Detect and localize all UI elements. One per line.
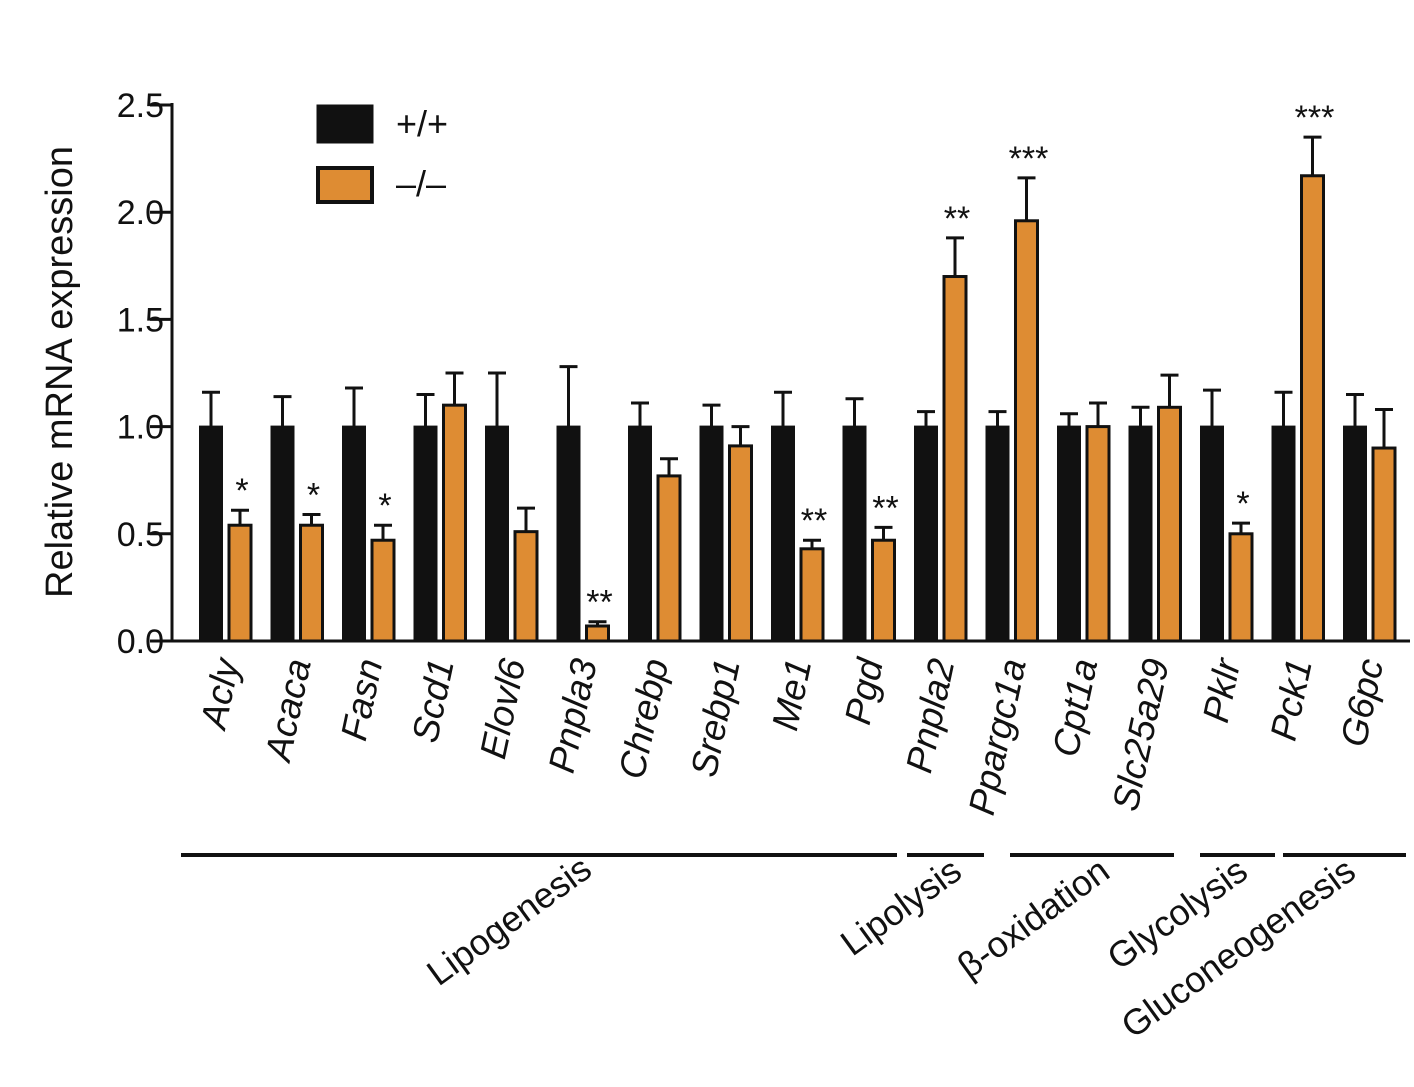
y-tick-label: 2.5 — [117, 87, 164, 125]
x-tick-label-cpt1a: Cpt1a — [1045, 655, 1106, 760]
bar-wildtype — [985, 425, 1010, 642]
bar-wildtype — [699, 425, 724, 642]
bar-knockout — [1085, 425, 1111, 643]
bar-knockout — [1371, 446, 1397, 643]
bar-wildtype — [199, 425, 223, 642]
bar-group-ppargc1a: *** — [985, 140, 1049, 643]
legend-label-knockout: –/– — [396, 163, 446, 204]
bar-knockout — [728, 444, 753, 643]
bar-knockout — [370, 538, 396, 643]
y-axis-title: Relative mRNA expression — [39, 146, 81, 598]
y-tick-label: 1.0 — [117, 409, 164, 447]
bar-wildtype — [1343, 425, 1367, 642]
bar-knockout — [513, 530, 539, 643]
bar-group-srebp1 — [699, 403, 753, 643]
bar-wildtype — [342, 425, 366, 642]
bar-wildtype — [628, 425, 652, 642]
bar-knockout — [299, 523, 324, 643]
significance-label: *** — [1009, 140, 1049, 178]
bar-wildtype — [914, 425, 938, 642]
bar-knockout — [656, 474, 682, 643]
bar-group-acaca: * — [270, 395, 324, 643]
significance-label: ** — [872, 489, 898, 527]
bar-group-pck1: *** — [1271, 99, 1335, 643]
bar-group-g6pc — [1343, 392, 1397, 643]
x-tick-label-me1: Me1 — [764, 655, 819, 734]
bar-wildtype — [1057, 425, 1081, 642]
bar-group-fasn: * — [342, 386, 396, 643]
bar-wildtype — [485, 425, 509, 642]
bar-knockout — [1157, 405, 1182, 643]
y-tick-label: 1.5 — [117, 301, 164, 339]
x-tick-label-srebp1: Srebp1 — [683, 655, 748, 780]
y-tick-label: 0.5 — [117, 516, 164, 554]
group-brackets: Lipogenesis Lipolysisβ-oxidationGlycolysi… — [181, 847, 1406, 1046]
significance-label: ** — [944, 200, 970, 238]
bar-group-cpt1a — [1057, 401, 1111, 643]
group-label-2: β-oxidation — [950, 849, 1117, 986]
bar-wildtype — [413, 425, 438, 642]
bar-group-pklr: * — [1200, 388, 1254, 643]
x-tick-label-ppargc1a: Ppargc1a — [961, 655, 1034, 818]
bar-group-pnpla2: ** — [914, 200, 970, 643]
bars: * * ***** *********** — [172, 99, 1410, 643]
bar-wildtype — [771, 425, 795, 642]
x-tick-label-pck1: Pck1 — [1263, 655, 1320, 744]
bar-knockout — [871, 538, 896, 643]
bar-group-pnpla3: ** — [556, 365, 613, 643]
x-tick-label-scd1: Scd1 — [404, 655, 462, 746]
significance-label: * — [1236, 485, 1249, 523]
bar-group-scd1 — [413, 371, 467, 643]
significance-label: * — [235, 472, 248, 510]
legend-swatch-wildtype — [316, 104, 374, 144]
bar-wildtype — [1200, 425, 1224, 642]
x-tick-label-elovl6: Elovl6 — [472, 655, 533, 763]
x-tick-label-g6pc: G6pc — [1333, 655, 1392, 751]
bar-knockout — [1014, 219, 1039, 643]
x-tick-label-fasn: Fasn — [333, 655, 390, 744]
y-tick-label: 2.0 — [117, 194, 164, 232]
significance-label: ** — [801, 502, 827, 540]
bar-wildtype — [1271, 425, 1296, 642]
y-axis: 0.0 0.5 1.0 1.5 2.0 2.5 — [117, 87, 174, 661]
legend-label-wildtype: +/+ — [396, 103, 448, 144]
x-tick-label-pklr: Pklr — [1195, 654, 1249, 726]
bar-group-elovl6 — [485, 371, 539, 643]
group-label-0: Lipogenesis — [419, 847, 599, 993]
bar-wildtype — [842, 425, 867, 642]
bar-group-pgd: ** — [842, 397, 899, 643]
x-tick-label-acaca: Acaca — [257, 655, 319, 766]
bar-knockout — [585, 624, 610, 643]
bar-wildtype — [556, 425, 581, 642]
bar-group-chrebp — [628, 401, 682, 643]
x-tick-label-pgd: Pgd — [837, 654, 891, 728]
bar-knockout — [1228, 532, 1254, 643]
bar-knockout — [942, 275, 968, 643]
x-tick-label-chrebp: Chrebp — [611, 655, 676, 782]
bar-knockout — [799, 547, 825, 643]
significance-label: * — [307, 477, 320, 515]
bar-group-acly: * — [199, 390, 253, 643]
bar-knockout — [1300, 174, 1325, 643]
bar-wildtype — [270, 425, 295, 642]
x-tick-labels: Acly Acaca Fasn Scd1 Elovl6 Pnpla3 Chrebp Srebp… — [192, 653, 1391, 819]
group-label-1: Lipolysis — [833, 849, 969, 963]
bar-wildtype — [1128, 425, 1153, 642]
legend: +/+ –/– — [316, 103, 448, 204]
x-tick-label-slc25a29: Slc25a29 — [1105, 655, 1177, 814]
significance-label: *** — [1295, 99, 1335, 137]
bar-group-slc25a29 — [1128, 373, 1182, 643]
significance-label: * — [378, 487, 391, 525]
bar-group-me1: ** — [771, 390, 827, 643]
bar-knockout — [442, 403, 467, 643]
legend-swatch-knockout — [316, 166, 374, 204]
bar-knockout — [227, 523, 253, 643]
x-tick-label-acly: Acly — [192, 653, 248, 734]
x-tick-label-pnpla3: Pnpla3 — [541, 655, 605, 777]
y-tick-label: 0.0 — [117, 623, 164, 661]
x-tick-label-pnpla2: Pnpla2 — [898, 655, 962, 777]
significance-label: ** — [586, 584, 612, 622]
